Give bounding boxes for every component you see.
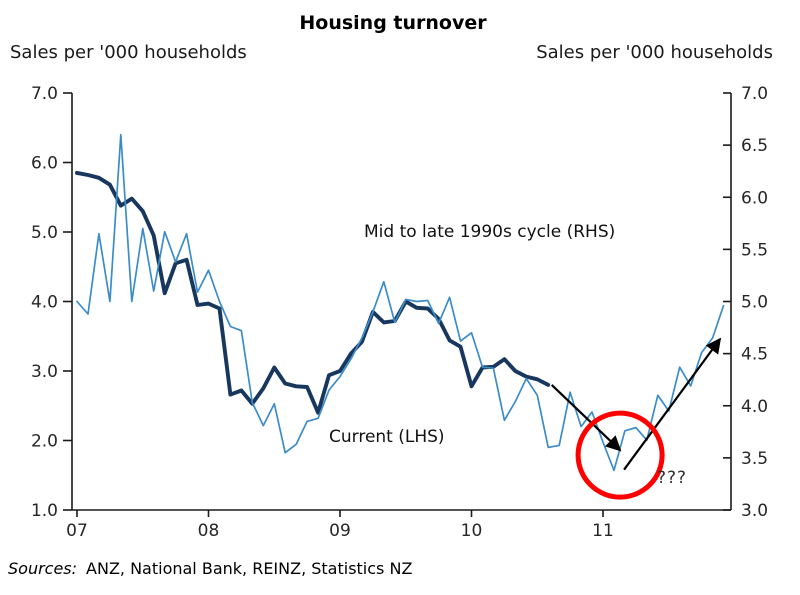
x-axis-tick-label: 07 <box>66 521 88 541</box>
series-line-1990s-cycle <box>76 133 725 472</box>
right-axis-tick-label: 4.0 <box>741 397 768 417</box>
left-axis-tick-label: 6.0 <box>31 154 58 174</box>
x-axis-tick-label: 08 <box>198 521 220 541</box>
right-axis-tick-label: 6.0 <box>741 188 768 208</box>
left-axis-tick-label: 4.0 <box>31 293 58 313</box>
right-axis-tick-label: 4.5 <box>741 345 768 365</box>
chart-title: Housing turnover <box>299 12 487 34</box>
x-axis-tick-label: 11 <box>592 521 614 541</box>
left-axis-tick-label: 3.0 <box>31 362 58 382</box>
series-label-cycle: Mid to late 1990s cycle (RHS) <box>364 222 616 242</box>
right-axis-tick-label: 5.0 <box>741 293 768 313</box>
question-marks-annotation: ??? <box>657 468 688 488</box>
left-axis-tick-label: 5.0 <box>31 223 58 243</box>
series-line-current <box>75 170 551 415</box>
right-axis-tick-label: 3.5 <box>741 449 768 469</box>
left-axis-tick-label: 2.0 <box>31 432 58 452</box>
right-axis-tick-label: 6.5 <box>741 136 768 156</box>
right-axis-unit-label: Sales per '000 households <box>536 42 773 63</box>
arrow-down <box>550 384 622 452</box>
right-axis-tick-label: 5.5 <box>741 240 768 260</box>
left-axis-tick-label: 7.0 <box>31 84 58 104</box>
sources-line: Sources: ANZ, National Bank, REINZ, Stati… <box>8 559 412 578</box>
x-axis-tick-label: 10 <box>461 521 483 541</box>
left-axis-tick-label: 1.0 <box>31 501 58 521</box>
left-axis-unit-label: Sales per '000 households <box>10 42 247 63</box>
series-label-current: Current (LHS) <box>329 427 445 447</box>
right-axis-tick-label: 7.0 <box>741 84 768 104</box>
sources-text: ANZ, National Bank, REINZ, Statistics NZ <box>86 559 413 578</box>
sources-label: Sources: <box>8 559 78 578</box>
highlight-circle <box>575 410 665 500</box>
x-axis-tick-label: 09 <box>329 521 351 541</box>
arrow-up <box>623 337 722 471</box>
right-axis-tick-label: 3.0 <box>741 501 768 521</box>
